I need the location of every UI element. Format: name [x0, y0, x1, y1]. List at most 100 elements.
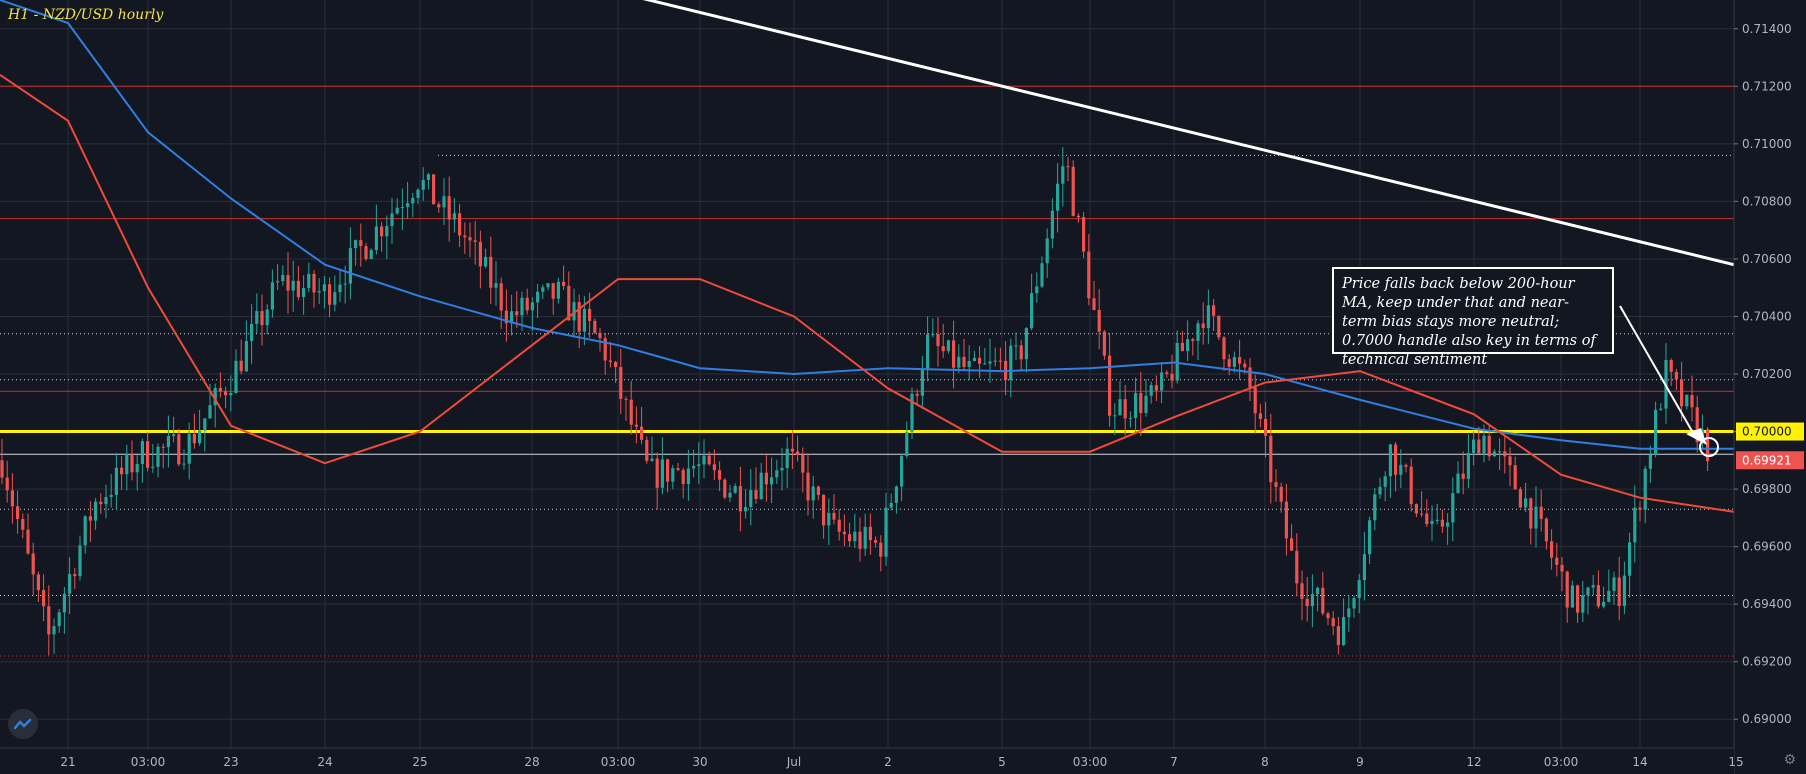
- candle-body: [73, 574, 77, 577]
- candle-body: [1212, 305, 1216, 316]
- price-tick-label: 0.70400: [1742, 309, 1792, 323]
- candle-body: [364, 246, 368, 260]
- time-tick-label: 14: [1632, 755, 1647, 769]
- time-tick-label: 2: [884, 755, 892, 769]
- price-labels: 0.70000 0.69921: [1736, 422, 1804, 470]
- candle-body: [343, 283, 347, 285]
- candle-body: [858, 531, 862, 549]
- candle-body: [1685, 395, 1689, 407]
- candle-body: [1331, 618, 1335, 627]
- candle-body: [593, 320, 597, 333]
- candle-body: [276, 281, 280, 283]
- candle-body: [1695, 407, 1699, 443]
- candle-body: [1144, 395, 1148, 413]
- candle-body: [1680, 379, 1684, 407]
- candle-body: [203, 418, 207, 431]
- candle-body: [900, 455, 904, 487]
- candle-body: [749, 490, 753, 507]
- candle-body: [1414, 504, 1418, 514]
- candle-body: [1035, 286, 1039, 294]
- candle-body: [1030, 293, 1034, 329]
- tradingview-logo-icon[interactable]: [8, 709, 38, 739]
- candle-body: [1420, 513, 1424, 515]
- candle-body: [759, 472, 763, 500]
- candle-body: [1139, 393, 1143, 413]
- candle-body: [1134, 393, 1138, 418]
- candle-body: [1399, 464, 1403, 475]
- candle-body: [1409, 466, 1413, 505]
- candle-body: [1170, 373, 1174, 381]
- candle-body: [1539, 506, 1543, 519]
- candle-body: [1518, 489, 1522, 508]
- candle-body: [1009, 345, 1013, 381]
- candle-body: [359, 240, 363, 247]
- last-price-label: 0.69921: [1742, 453, 1792, 467]
- candle-body: [1071, 166, 1075, 216]
- candle-body: [1024, 328, 1028, 360]
- candle-body: [1118, 399, 1122, 416]
- candle-body: [733, 486, 737, 493]
- candle-body: [837, 519, 841, 532]
- candle-body: [697, 464, 701, 466]
- candle-body: [874, 540, 878, 543]
- candle-body: [1617, 577, 1621, 606]
- candle-body: [1503, 451, 1507, 457]
- candle-body: [130, 454, 134, 473]
- candle-body: [68, 574, 72, 594]
- candle-body: [681, 469, 685, 485]
- candle-body: [614, 362, 618, 368]
- candle-body: [998, 360, 1002, 362]
- candle-body: [1040, 263, 1044, 287]
- candle-body: [1596, 585, 1600, 607]
- candle-body: [380, 226, 384, 237]
- candle-body: [1082, 217, 1086, 252]
- time-tick-label: 03:00: [1073, 755, 1108, 769]
- price-tick-label: 0.70200: [1742, 367, 1792, 381]
- candle-body: [848, 534, 852, 542]
- candle-body: [416, 189, 420, 198]
- candle-body: [338, 284, 342, 293]
- candle-body: [905, 431, 909, 456]
- candle-body: [1368, 520, 1372, 555]
- candle-body: [884, 507, 888, 557]
- candle-body: [952, 340, 956, 368]
- candle-body: [1264, 418, 1268, 436]
- candle-body: [198, 430, 202, 444]
- candle-body: [328, 284, 332, 305]
- candle-body: [785, 448, 789, 469]
- candle-body: [723, 479, 727, 498]
- candle-body: [239, 360, 243, 372]
- candle-body: [1456, 473, 1460, 494]
- candle-body: [1440, 519, 1444, 527]
- candle-body: [5, 477, 9, 491]
- gear-icon[interactable]: ⚙: [1783, 752, 1796, 768]
- candle-body: [291, 280, 295, 291]
- candle-body: [1061, 166, 1065, 184]
- candle-body: [645, 439, 649, 461]
- candle-body: [1253, 387, 1257, 414]
- candle-body: [1524, 498, 1528, 508]
- time-axis-bg: [0, 748, 1734, 774]
- time-axis: 21 03:00 23 24 25 28 03:00 30 Jul 2 5 03:00 7 8 9 12 03:…: [0, 747, 1744, 774]
- time-tick-label: 5: [998, 755, 1006, 769]
- time-tick-label: 03:00: [131, 755, 166, 769]
- candle-body: [1628, 542, 1632, 576]
- candle-body: [468, 237, 472, 241]
- candle-body: [21, 519, 25, 530]
- candle-body: [686, 468, 690, 485]
- candle-body: [702, 455, 706, 465]
- candle-body: [1508, 456, 1512, 466]
- candle-body: [863, 526, 867, 549]
- candle-body: [744, 506, 748, 512]
- candle-body: [458, 213, 462, 236]
- candle-body: [1258, 413, 1262, 419]
- candle-body: [1243, 363, 1247, 368]
- time-tick-label: 21: [60, 755, 75, 769]
- candle-body: [1227, 359, 1231, 367]
- candle-body: [894, 486, 898, 503]
- candle-body: [1612, 577, 1616, 591]
- candle-body: [515, 311, 519, 316]
- candle-body: [1232, 357, 1236, 367]
- candle-body: [1066, 166, 1070, 168]
